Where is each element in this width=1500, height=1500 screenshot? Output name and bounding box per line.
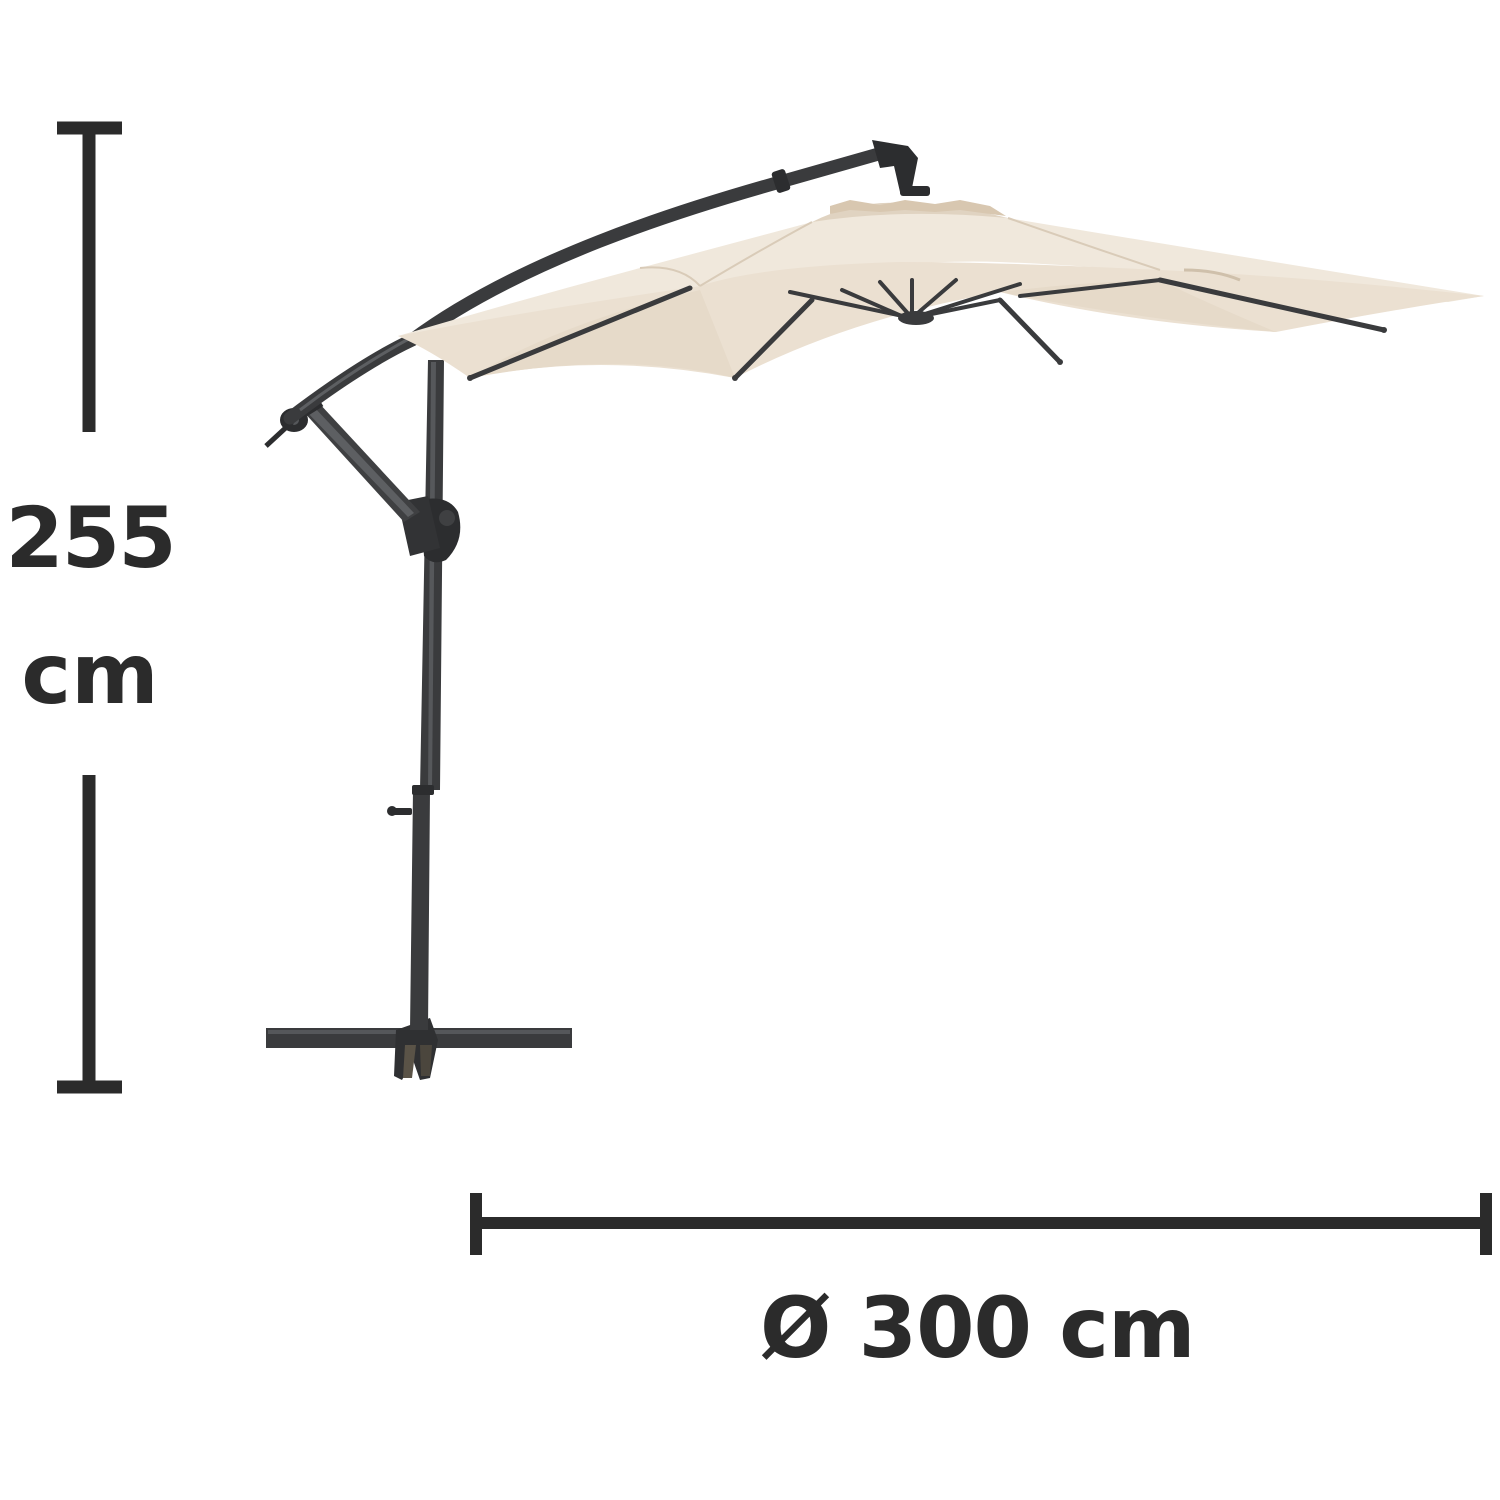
cantilever-arm (283, 140, 930, 425)
height-value: 255 (5, 489, 176, 587)
canopy-hem-tips (467, 327, 1387, 381)
height-unit: cm (21, 625, 159, 723)
diameter-label: Ø 300 cm (760, 1279, 1196, 1377)
cantilever-parasol-icon (264, 140, 1484, 1080)
height-dimension-line (57, 121, 122, 1094)
diameter-dimension-line (470, 1193, 1492, 1255)
main-pole (387, 360, 444, 1030)
canopy (398, 200, 1484, 378)
canopy-ribs (467, 277, 1387, 381)
support-strut (302, 402, 420, 522)
cross-base (266, 1018, 572, 1080)
